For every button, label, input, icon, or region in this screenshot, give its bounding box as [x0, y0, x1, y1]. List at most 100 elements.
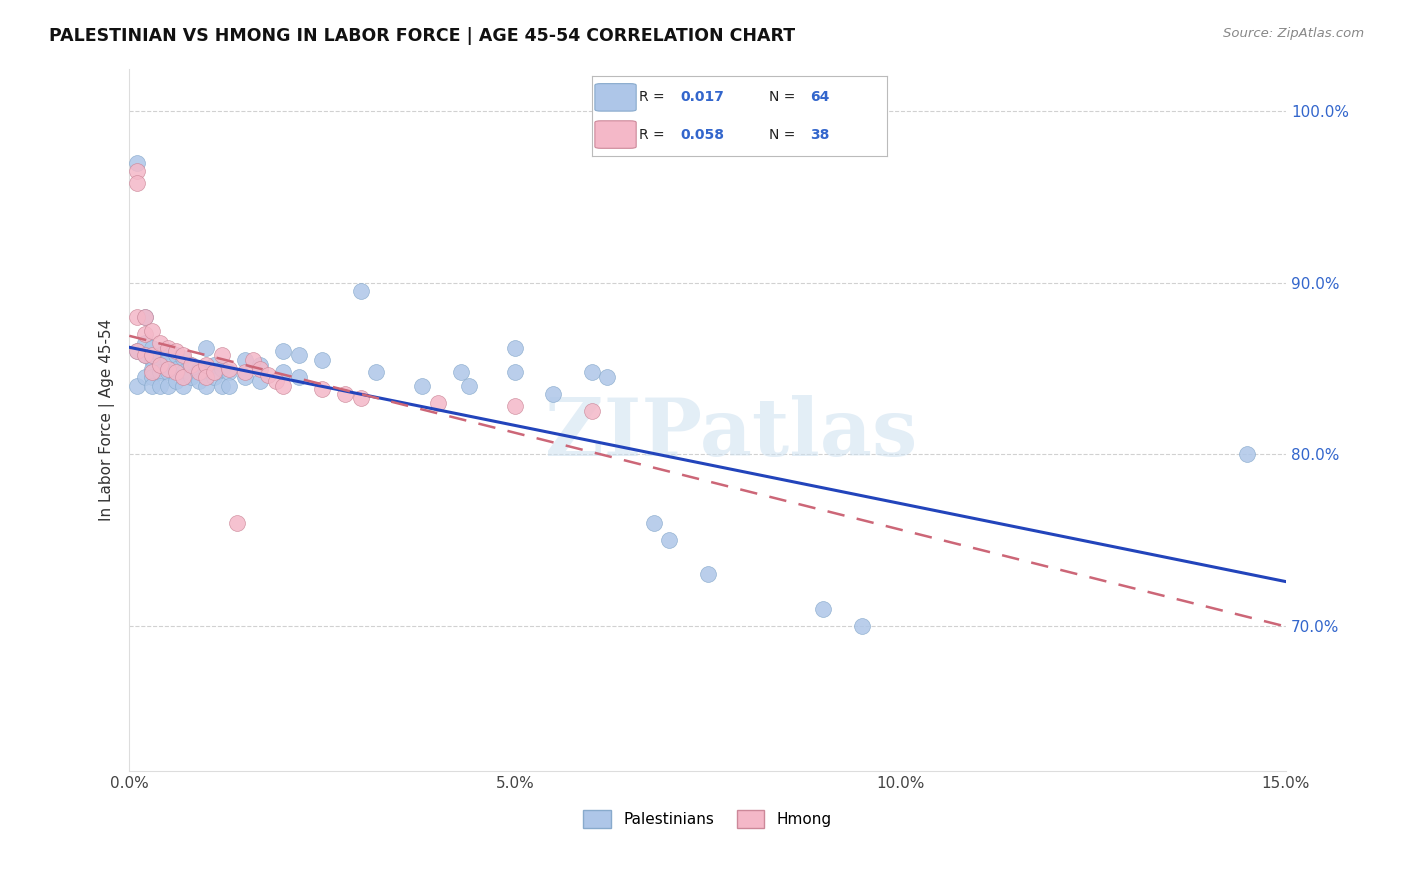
- Point: [242, 353, 264, 368]
- Point: [156, 361, 179, 376]
- Text: PALESTINIAN VS HMONG IN LABOR FORCE | AGE 45-54 CORRELATION CHART: PALESTINIAN VS HMONG IN LABOR FORCE | AG…: [49, 27, 796, 45]
- Point: [141, 361, 163, 376]
- Point: [249, 358, 271, 372]
- Point: [149, 335, 172, 350]
- Point: [218, 378, 240, 392]
- Point: [165, 361, 187, 376]
- Point: [125, 378, 148, 392]
- Point: [141, 378, 163, 392]
- Point: [172, 365, 194, 379]
- Point: [273, 365, 295, 379]
- Point: [195, 341, 218, 355]
- Point: [134, 370, 156, 384]
- Point: [187, 374, 209, 388]
- Point: [149, 358, 172, 372]
- Point: [226, 516, 249, 530]
- Point: [141, 365, 163, 379]
- Y-axis label: In Labor Force | Age 45-54: In Labor Force | Age 45-54: [100, 318, 115, 521]
- Point: [156, 353, 179, 368]
- Point: [141, 324, 163, 338]
- Point: [195, 358, 218, 372]
- Point: [364, 365, 387, 379]
- Point: [125, 344, 148, 359]
- Point: [125, 344, 148, 359]
- Text: Source: ZipAtlas.com: Source: ZipAtlas.com: [1223, 27, 1364, 40]
- Point: [180, 358, 202, 372]
- Point: [211, 348, 233, 362]
- Legend: Palestinians, Hmong: Palestinians, Hmong: [578, 804, 838, 834]
- Point: [125, 164, 148, 178]
- Point: [149, 365, 172, 379]
- Point: [264, 374, 287, 388]
- Point: [141, 370, 163, 384]
- Point: [202, 370, 225, 384]
- Point: [180, 370, 202, 384]
- Point: [257, 368, 280, 383]
- Point: [141, 353, 163, 368]
- Point: [172, 351, 194, 366]
- Point: [1236, 447, 1258, 461]
- Text: ZIPatlas: ZIPatlas: [544, 395, 917, 473]
- Point: [141, 341, 163, 355]
- Point: [349, 285, 371, 299]
- Point: [851, 618, 873, 632]
- Point: [195, 370, 218, 384]
- Point: [149, 378, 172, 392]
- Point: [273, 344, 295, 359]
- Point: [411, 378, 433, 392]
- Point: [543, 387, 565, 401]
- Point: [195, 378, 218, 392]
- Point: [202, 365, 225, 379]
- Point: [311, 353, 333, 368]
- Point: [218, 365, 240, 379]
- Point: [450, 365, 472, 379]
- Point: [134, 310, 156, 324]
- Point: [125, 156, 148, 170]
- Point: [195, 365, 218, 379]
- Point: [311, 382, 333, 396]
- Point: [134, 348, 156, 362]
- Point: [149, 358, 172, 372]
- Point: [813, 601, 835, 615]
- Point: [696, 567, 718, 582]
- Point: [503, 399, 526, 413]
- Point: [156, 378, 179, 392]
- Point: [503, 341, 526, 355]
- Point: [288, 370, 311, 384]
- Point: [134, 335, 156, 350]
- Point: [333, 387, 356, 401]
- Point: [596, 370, 619, 384]
- Point: [581, 365, 603, 379]
- Point: [273, 378, 295, 392]
- Point: [249, 361, 271, 376]
- Point: [218, 361, 240, 376]
- Point: [156, 341, 179, 355]
- Point: [165, 374, 187, 388]
- Point: [211, 378, 233, 392]
- Point: [134, 327, 156, 342]
- Point: [125, 310, 148, 324]
- Point: [349, 391, 371, 405]
- Point: [581, 404, 603, 418]
- Point: [172, 370, 194, 384]
- Point: [288, 348, 311, 362]
- Point: [658, 533, 681, 547]
- Point: [233, 365, 256, 379]
- Point: [141, 348, 163, 362]
- Point: [457, 378, 479, 392]
- Point: [426, 396, 449, 410]
- Point: [643, 516, 665, 530]
- Point: [187, 361, 209, 376]
- Point: [134, 348, 156, 362]
- Point: [233, 353, 256, 368]
- Point: [503, 365, 526, 379]
- Point: [149, 348, 172, 362]
- Point: [165, 344, 187, 359]
- Point: [180, 358, 202, 372]
- Point: [211, 361, 233, 376]
- Point: [125, 177, 148, 191]
- Point: [249, 374, 271, 388]
- Point: [134, 310, 156, 324]
- Point: [156, 365, 179, 379]
- Point: [165, 348, 187, 362]
